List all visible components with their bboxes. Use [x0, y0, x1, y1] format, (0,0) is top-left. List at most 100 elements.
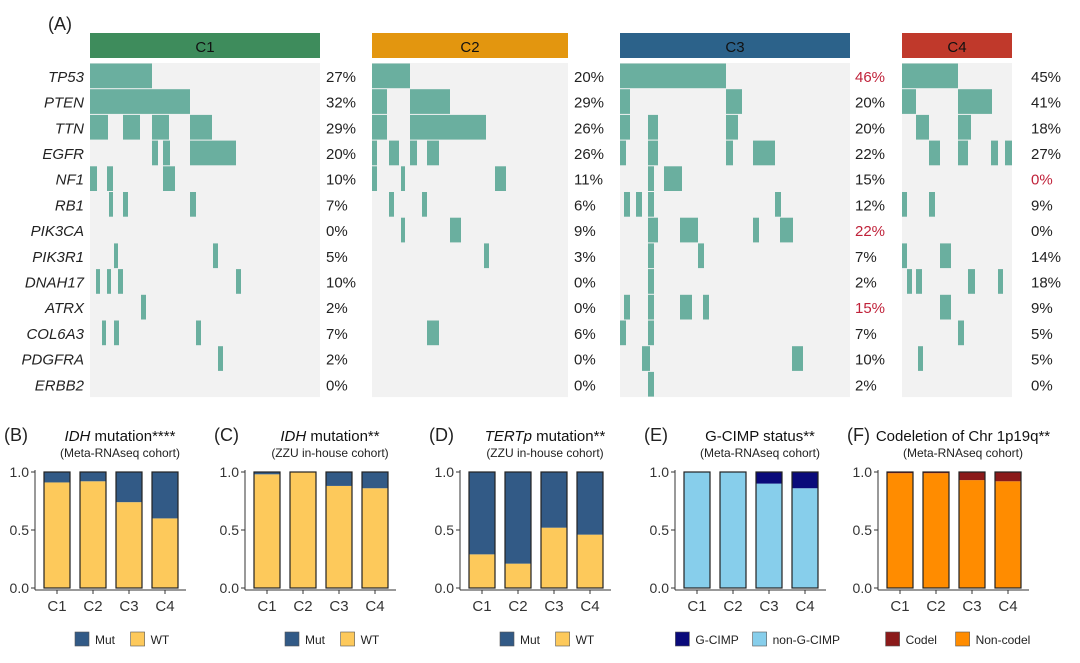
- stacked-bar-chart-f: (F) Codeletion of Chr 1p19q**(Meta-RNAseq…: [847, 425, 1050, 647]
- bar-outline: [922, 471, 950, 589]
- mutation-cell: [648, 320, 654, 346]
- mutation-cell: [902, 63, 958, 89]
- bar-outline: [115, 471, 143, 589]
- x-tick-label: C2: [83, 598, 102, 615]
- mutation-percent: 22%: [855, 223, 885, 240]
- mutation-cell: [958, 114, 971, 140]
- bar-outline: [994, 471, 1022, 589]
- bar-segment-wt: [469, 554, 495, 588]
- mutation-cell: [190, 140, 212, 166]
- mutation-cell: [123, 114, 140, 140]
- bar-outline: [886, 471, 914, 589]
- legend-swatch: [955, 631, 970, 647]
- legend-label: WT: [151, 633, 170, 647]
- panel-label: (F): [847, 425, 870, 445]
- mutation-percent: 2%: [326, 352, 348, 369]
- legend-swatch: [74, 631, 90, 647]
- gene-label-atrx: ATRX: [44, 300, 85, 317]
- bar-outline: [540, 471, 568, 589]
- mutation-percent: 0%: [1031, 172, 1053, 189]
- mutation-percent: 18%: [1031, 120, 1061, 137]
- gene-label-pten: PTEN: [44, 95, 84, 112]
- panel-label: (D): [429, 425, 454, 445]
- mutation-cell: [1005, 140, 1012, 166]
- mutation-cell: [163, 166, 175, 191]
- mutation-percent: 10%: [855, 352, 885, 369]
- chart-title-rest: Codeletion of Chr 1p19q**: [876, 428, 1050, 445]
- mutation-cell: [620, 320, 626, 346]
- mutation-cell: [902, 192, 907, 217]
- mutation-percent: 2%: [855, 377, 877, 394]
- legend-swatch: [130, 631, 145, 647]
- mutation-percent: 15%: [855, 300, 885, 317]
- bar-segment-mut: [254, 472, 280, 475]
- mutation-percent: 0%: [1031, 377, 1053, 394]
- mutation-cell: [916, 269, 922, 294]
- gene-label-egfr: EGFR: [42, 146, 84, 163]
- mutation-cell: [726, 89, 742, 114]
- mutation-cell: [450, 114, 486, 140]
- mutation-cell: [96, 269, 100, 294]
- bar-segment-mut: [469, 472, 495, 555]
- mutation-percent: 3%: [574, 249, 596, 266]
- x-tick-label: C3: [119, 598, 138, 615]
- bar-segment-mut: [541, 472, 567, 528]
- y-tick-label: 1.0: [10, 464, 30, 480]
- mutation-percent: 0%: [574, 352, 596, 369]
- mutation-cell: [958, 140, 968, 166]
- mutation-cell: [648, 269, 654, 294]
- chart-subtitle: (ZZU in-house cohort): [486, 446, 603, 460]
- mutation-cell: [648, 114, 658, 140]
- chart-title: IDH mutation****: [65, 428, 176, 445]
- gene-label-dnah17: DNAH17: [25, 274, 85, 291]
- bar-outline: [958, 471, 986, 589]
- mutation-percent: 0%: [574, 274, 596, 291]
- stacked-bar-chart-d: (D) TERTp mutation**(ZZU in-house cohort)…: [429, 425, 611, 647]
- bar-segment-wt: [116, 502, 142, 588]
- mutation-percent: 26%: [574, 120, 604, 137]
- mutation-cell: [90, 166, 97, 191]
- mutation-cell: [422, 192, 427, 217]
- y-tick-label: 0.5: [220, 522, 240, 538]
- mutation-cell: [163, 140, 170, 166]
- cluster-header-1: [90, 33, 320, 58]
- mutation-cell: [102, 320, 106, 346]
- mutation-cell: [218, 346, 223, 371]
- mutation-percent: 2%: [855, 274, 877, 291]
- stacked-bar-chart-e: (E) G-CIMP status**(Meta-RNAseq cohort) 0.…: [644, 425, 840, 647]
- mutation-cell: [401, 217, 405, 243]
- bar-segment-wt: [80, 481, 106, 588]
- mutation-percent: 0%: [574, 377, 596, 394]
- mutation-cell: [190, 192, 196, 217]
- mutation-cell: [624, 294, 630, 320]
- mutation-cell: [118, 269, 123, 294]
- mutation-cell: [680, 294, 692, 320]
- bar-segment-non-codel: [923, 473, 949, 588]
- mutation-cell: [698, 243, 704, 269]
- legend-label: WT: [576, 633, 595, 647]
- mutation-percent: 20%: [574, 69, 604, 86]
- panel-label: (C): [214, 425, 239, 445]
- mutation-cell: [929, 192, 935, 217]
- mutation-cell: [389, 140, 399, 166]
- mutation-cell: [940, 243, 951, 269]
- bar-segment-wt: [290, 472, 316, 588]
- mutation-percent: 18%: [1031, 274, 1061, 291]
- gene-label-tp53: TP53: [48, 69, 85, 86]
- y-tick-label: 0.5: [650, 522, 670, 538]
- mutation-cell: [105, 89, 152, 114]
- chart-title: IDH mutation**: [280, 428, 379, 445]
- gene-label-pdgfra: PDGFRA: [21, 352, 84, 369]
- y-tick-label: 0.0: [10, 580, 30, 596]
- bar-segment-mut: [80, 472, 106, 482]
- legend-swatch: [340, 631, 355, 647]
- mutation-cell: [495, 166, 506, 191]
- chart-title-italic: IDH: [65, 428, 91, 445]
- mutation-cell: [753, 217, 759, 243]
- y-tick-label: 0.5: [853, 522, 873, 538]
- gene-label-nf1: NF1: [56, 172, 84, 189]
- bar-segment-mut: [577, 472, 603, 535]
- bar-outline: [755, 471, 783, 589]
- legend-label: G-CIMP: [695, 633, 738, 647]
- chart-title-rest: mutation**: [306, 428, 380, 445]
